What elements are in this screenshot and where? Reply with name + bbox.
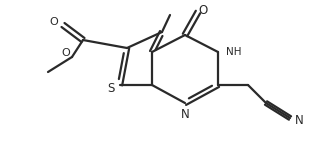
Text: N: N <box>181 108 189 121</box>
Text: N: N <box>295 113 304 127</box>
Text: O: O <box>61 48 70 58</box>
Text: O: O <box>49 17 58 27</box>
Text: S: S <box>108 81 115 95</box>
Text: NH: NH <box>226 47 241 57</box>
Text: O: O <box>198 4 208 16</box>
